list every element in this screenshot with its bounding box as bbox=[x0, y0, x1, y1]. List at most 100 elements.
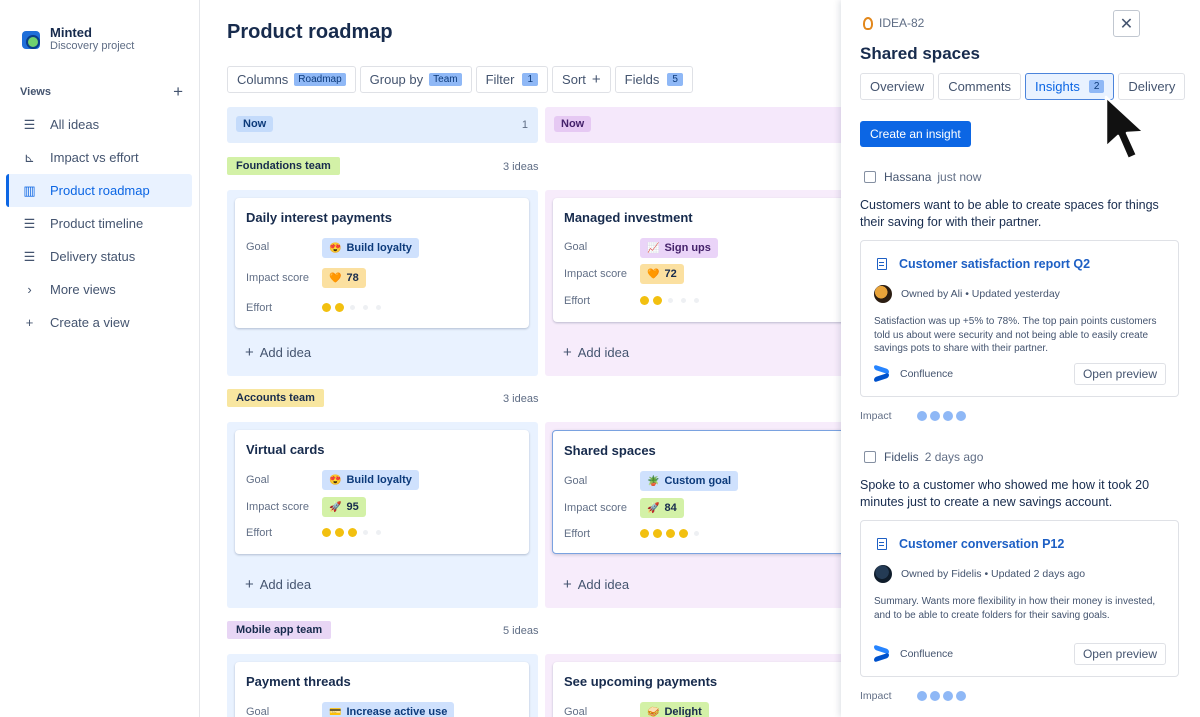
sidebar-item-more-views[interactable]: › More views bbox=[6, 273, 192, 306]
sidebar-item-label: Delivery status bbox=[50, 249, 136, 264]
sidebar-item-product-timeline[interactable]: ☰ Product timeline bbox=[6, 207, 192, 240]
create-insight-button[interactable]: Create an insight bbox=[860, 121, 971, 147]
effort-dot-empty bbox=[681, 298, 686, 303]
goal-pill[interactable]: 😍 Build loyalty bbox=[322, 238, 419, 258]
source-name: Confluence bbox=[900, 647, 954, 660]
impact-score-pill[interactable]: 🧡 78 bbox=[322, 268, 366, 288]
filter-button[interactable]: Filter 1 bbox=[475, 66, 549, 93]
effort-dot-empty bbox=[694, 298, 699, 303]
sidebar-item-all-ideas[interactable]: ☰ All ideas bbox=[6, 108, 192, 141]
project-header[interactable]: Minted Discovery project bbox=[0, 0, 199, 53]
column-header-now[interactable]: Now 1 bbox=[227, 107, 538, 143]
impact-score-label: Impact score bbox=[564, 502, 627, 514]
confluence-icon bbox=[874, 367, 889, 380]
sidebar-item-product-roadmap[interactable]: ▥ Product roadmap bbox=[6, 174, 192, 207]
effort-rating[interactable] bbox=[640, 296, 701, 305]
list-icon: ☰ bbox=[23, 116, 36, 132]
idea-detail-panel: IDEA-82 ✕ Shared spaces Overview Comment… bbox=[841, 0, 1200, 717]
impact-dot bbox=[942, 411, 953, 421]
issue-key[interactable]: IDEA-82 bbox=[863, 16, 924, 30]
fields-label: Fields bbox=[624, 72, 660, 87]
insight-checkbox[interactable] bbox=[864, 451, 876, 463]
impact-label: Impact bbox=[860, 410, 892, 422]
goal-emoji-icon: 😍 bbox=[329, 242, 342, 254]
avatar bbox=[874, 565, 892, 583]
idea-card[interactable]: See upcoming payments Goal 🥪 Delight bbox=[553, 662, 841, 717]
sidebar-item-label: Product roadmap bbox=[50, 183, 150, 198]
add-idea-button[interactable]: + Add idea bbox=[245, 344, 311, 361]
sidebar-item-label: Product timeline bbox=[50, 216, 144, 231]
card-title: Daily interest payments bbox=[246, 210, 392, 225]
impact-score-pill[interactable]: 🚀 84 bbox=[640, 498, 684, 518]
document-icon bbox=[877, 538, 887, 550]
impact-rating[interactable] bbox=[916, 691, 966, 701]
effort-rating[interactable] bbox=[640, 529, 701, 538]
group-by-label: Group by bbox=[369, 72, 424, 87]
idea-card[interactable]: Payment threads Goal 💳 Increase active us… bbox=[235, 662, 529, 717]
column-status-lozenge: Now bbox=[554, 116, 592, 132]
idea-card-selected[interactable]: Shared spaces Goal 🪴 Custom goal Impact s… bbox=[552, 430, 841, 554]
goal-emoji-icon: 🥪 bbox=[647, 706, 660, 717]
effort-dot bbox=[640, 296, 649, 305]
column-status-lozenge: Now bbox=[236, 116, 274, 132]
impact-emoji-icon: 🧡 bbox=[647, 268, 660, 280]
goal-emoji-icon: 📈 bbox=[647, 242, 660, 254]
tab-label: Delivery bbox=[1128, 79, 1176, 94]
avatar bbox=[874, 285, 892, 303]
insight-source-card[interactable]: Customer conversation P12 Owned by Fidel… bbox=[860, 520, 1179, 677]
add-idea-button[interactable]: + Add idea bbox=[245, 576, 311, 593]
idea-card[interactable]: Virtual cards Goal 😍 Build loyalty Impact… bbox=[235, 430, 529, 554]
effort-rating[interactable] bbox=[322, 303, 383, 312]
fields-button[interactable]: Fields 5 bbox=[614, 66, 693, 93]
insight-checkbox[interactable] bbox=[864, 171, 876, 183]
idea-card[interactable]: Daily interest payments Goal 😍 Build loya… bbox=[235, 198, 529, 328]
sidebar-item-create-view[interactable]: + Create a view bbox=[6, 306, 192, 339]
open-preview-button[interactable]: Open preview bbox=[1073, 643, 1166, 665]
insight-card-title[interactable]: Customer conversation P12 bbox=[877, 537, 1064, 551]
views-heading: Views bbox=[20, 86, 51, 98]
open-preview-button[interactable]: Open preview bbox=[1073, 363, 1166, 385]
plus-icon: + bbox=[245, 576, 254, 593]
column-header-now-2[interactable]: Now bbox=[545, 107, 841, 143]
impact-rating[interactable] bbox=[916, 411, 966, 421]
tab-insights[interactable]: Insights 2 bbox=[1025, 73, 1115, 100]
goal-value: Delight bbox=[664, 706, 702, 717]
goal-pill[interactable]: 💳 Increase active use bbox=[322, 702, 455, 717]
tab-overview[interactable]: Overview bbox=[860, 73, 935, 100]
goal-pill[interactable]: 🥪 Delight bbox=[640, 702, 709, 717]
sidebar-item-impact-vs-effort[interactable]: ⊾ Impact vs effort bbox=[6, 141, 192, 174]
tab-comments[interactable]: Comments bbox=[938, 73, 1022, 100]
plus-icon: + bbox=[25, 315, 34, 330]
impact-score-pill[interactable]: 🧡 72 bbox=[640, 264, 684, 284]
columns-label: Columns bbox=[237, 72, 289, 87]
sidebar-item-delivery-status[interactable]: ☰ Delivery status bbox=[6, 240, 192, 273]
insight-header: Hassana just now bbox=[864, 170, 981, 184]
impact-score-pill[interactable]: 🚀 95 bbox=[322, 497, 366, 517]
insight-card-title[interactable]: Customer satisfaction report Q2 bbox=[877, 257, 1090, 271]
tab-count-badge: 2 bbox=[1088, 80, 1105, 93]
add-view-icon[interactable]: + bbox=[173, 82, 183, 101]
insight-source-card[interactable]: Customer satisfaction report Q2 Owned by… bbox=[860, 240, 1179, 397]
effort-dot-empty bbox=[363, 305, 368, 310]
goal-pill[interactable]: 📈 Sign ups bbox=[640, 238, 718, 258]
impact-score-value: 95 bbox=[346, 501, 359, 513]
add-idea-button[interactable]: + Add idea bbox=[563, 576, 629, 593]
goal-pill[interactable]: 😍 Build loyalty bbox=[322, 470, 419, 490]
tab-delivery[interactable]: Delivery bbox=[1118, 73, 1186, 100]
impact-score-value: 84 bbox=[664, 502, 677, 514]
impact-score-label: Impact score bbox=[564, 268, 627, 280]
sort-button[interactable]: Sort + bbox=[552, 66, 611, 93]
add-idea-button[interactable]: + Add idea bbox=[563, 344, 629, 361]
effort-label: Effort bbox=[246, 527, 273, 539]
group-label-mobile-app: Mobile app team bbox=[227, 621, 332, 639]
effort-dot bbox=[679, 529, 688, 538]
goal-emoji-icon: 💳 bbox=[329, 706, 342, 717]
insight-summary: Summary. Wants more flexibility in how t… bbox=[874, 596, 1156, 621]
columns-button[interactable]: Columns Roadmap bbox=[227, 66, 356, 93]
effort-rating[interactable] bbox=[322, 528, 383, 537]
group-by-button[interactable]: Group by Team bbox=[359, 66, 472, 93]
close-button[interactable]: ✕ bbox=[1113, 10, 1140, 37]
idea-card[interactable]: Managed investment Goal 📈 Sign ups Impact… bbox=[553, 198, 841, 322]
goal-pill[interactable]: 🪴 Custom goal bbox=[640, 471, 739, 491]
tab-label: Insights bbox=[1035, 79, 1080, 94]
